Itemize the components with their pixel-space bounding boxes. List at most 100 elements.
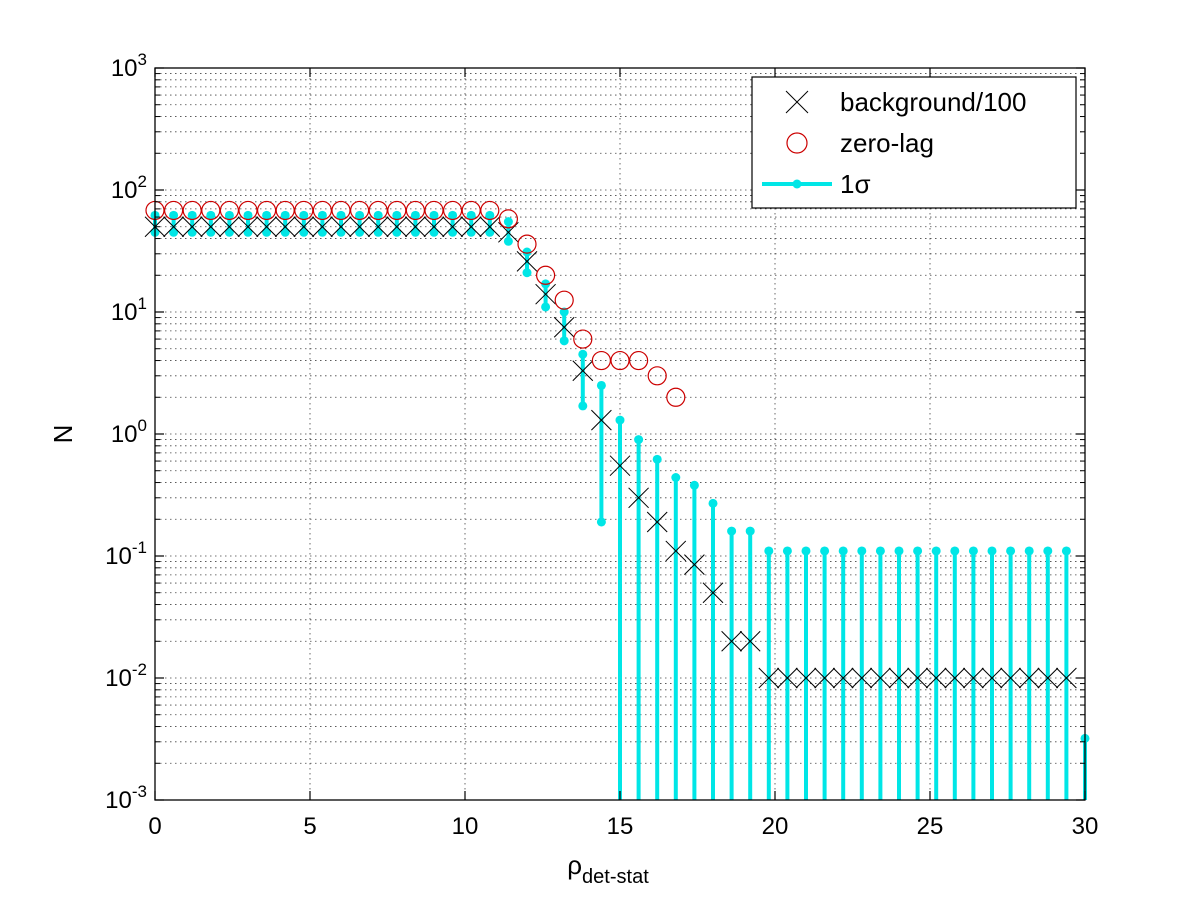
background-point: [367, 216, 389, 238]
background-point: [684, 554, 705, 575]
y-tick-label: 10-2: [105, 660, 147, 692]
errorbar-1sigma-top-point: [931, 546, 941, 556]
y-tick-label: 102: [111, 172, 147, 204]
errorbar-1sigma-top-point: [299, 210, 309, 220]
legend-label-1sigma: 1σ: [840, 169, 871, 199]
errorbar-1sigma-top-point: [522, 247, 532, 257]
background-point-stroke: [1000, 667, 1021, 689]
zero-lag-point: [312, 200, 332, 221]
y-tick-label: 10-3: [105, 782, 147, 814]
x-axis-title-main: ρ: [567, 850, 582, 880]
zero-lag-point: [405, 200, 425, 221]
errorbar-1sigma-bottom-point: [355, 227, 365, 237]
background-point-stroke: [665, 540, 687, 562]
errorbar-1sigma-bottom-point: [392, 227, 402, 237]
errorbar-1sigma-bottom-point: [373, 227, 383, 237]
background-point: [479, 216, 501, 238]
background-point-stroke: [553, 316, 575, 338]
background-point: [777, 667, 798, 689]
errorbar-1sigma-top-point: [355, 210, 365, 220]
errorbar-1sigma-bottom-point: [262, 227, 272, 237]
legend-label-zero-lag: zero-lag: [840, 128, 934, 158]
errorbar-1sigma-bottom-point: [559, 336, 569, 346]
zero-lag-point: [480, 200, 500, 221]
background-point: [1056, 667, 1077, 689]
y-axis-title: N: [48, 425, 78, 444]
errorbar-1sigma-top-point: [280, 210, 290, 220]
background-point: [963, 667, 984, 689]
errorbar-1sigma-top-point: [1043, 546, 1053, 556]
background-point: [907, 667, 928, 689]
errorbar-1sigma-top-point: [262, 210, 272, 220]
errorbar-1sigma-top-point: [1061, 546, 1071, 556]
errorbar-1sigma-top-point: [485, 210, 495, 220]
background-point: [293, 216, 315, 238]
background-point-stroke: [832, 667, 854, 689]
errorbar-1sigma-top-point: [671, 472, 681, 482]
background-point: [349, 216, 370, 238]
zero-lag-point: [535, 265, 556, 285]
background-point-stroke: [386, 216, 408, 238]
errorbar-1sigma-top-point: [559, 307, 569, 317]
background-point-stroke: [739, 630, 761, 652]
errorbar-1sigma-top-point: [913, 546, 923, 556]
background-point: [628, 487, 649, 509]
errorbar-1sigma-top-point: [838, 546, 848, 556]
y-tick-label: 10-1: [105, 538, 147, 570]
errorbar-1sigma-bottom-point: [243, 227, 253, 237]
errorbar-1sigma-top-point: [782, 546, 792, 556]
errorbar-1sigma-top-point: [652, 454, 662, 464]
background-point: [219, 216, 240, 238]
background-point-stroke: [181, 216, 203, 238]
errorbar-1sigma-bottom-point: [485, 227, 495, 237]
errorbar-1sigma-top-point: [503, 217, 513, 227]
errorbar-1sigma-top-point: [950, 546, 960, 556]
background-point-stroke: [981, 667, 1003, 689]
x-axis-title-subscript: det-stat: [582, 866, 649, 888]
background-point-stroke: [963, 667, 984, 689]
x-tick-label: 5: [303, 813, 316, 840]
background-point: [944, 667, 966, 689]
background-point-stroke: [944, 667, 966, 689]
background-point: [758, 667, 780, 689]
background-point: [609, 455, 631, 477]
background-point: [1037, 667, 1059, 689]
background-point: [535, 283, 556, 305]
background-point: [1000, 667, 1021, 689]
zero-lag-point: [331, 200, 351, 221]
background-point-stroke: [795, 667, 817, 689]
errorbar-1sigma-bottom-point: [466, 227, 476, 237]
errorbar-1sigma-bottom-point: [224, 227, 234, 237]
background-point: [1018, 667, 1040, 689]
errorbar-1sigma-top-point: [634, 435, 644, 445]
errorbar-1sigma-bottom-point: [317, 227, 327, 237]
x-tick-label: 20: [762, 813, 789, 840]
y-tick-label-base: 10: [111, 299, 138, 326]
background-point-stroke: [572, 360, 594, 382]
background-point-stroke: [925, 667, 947, 689]
background-point-stroke: [851, 667, 873, 689]
legend-swatch-zero-lag: [786, 132, 808, 154]
errorbar-1sigma-top-point: [224, 210, 234, 220]
y-tick-label-base: 10: [111, 421, 138, 448]
background-point-stroke: [163, 216, 184, 238]
background-point: [256, 216, 277, 238]
background-point-stroke: [516, 251, 538, 272]
zero-lag-point: [666, 387, 686, 407]
errorbar-1sigma-top-point: [206, 210, 216, 220]
y-tick-label-base: 10: [105, 543, 132, 570]
zero-lag-point: [554, 290, 574, 310]
errorbar-1sigma-top-point: [410, 210, 420, 220]
background-point: [553, 316, 575, 338]
background-point: [423, 216, 445, 238]
background-point: [442, 216, 463, 238]
errorbar-1sigma-bottom-point: [578, 401, 588, 411]
background-point-stroke: [609, 455, 631, 477]
y-tick-label: 100: [111, 416, 147, 448]
y-tick-label-base: 10: [111, 177, 138, 204]
background-point: [163, 216, 184, 238]
errorbar-1sigma-top-point: [894, 546, 904, 556]
y-tick-label-exponent: -3: [132, 782, 147, 801]
x-tick-label: 30: [1072, 813, 1099, 840]
